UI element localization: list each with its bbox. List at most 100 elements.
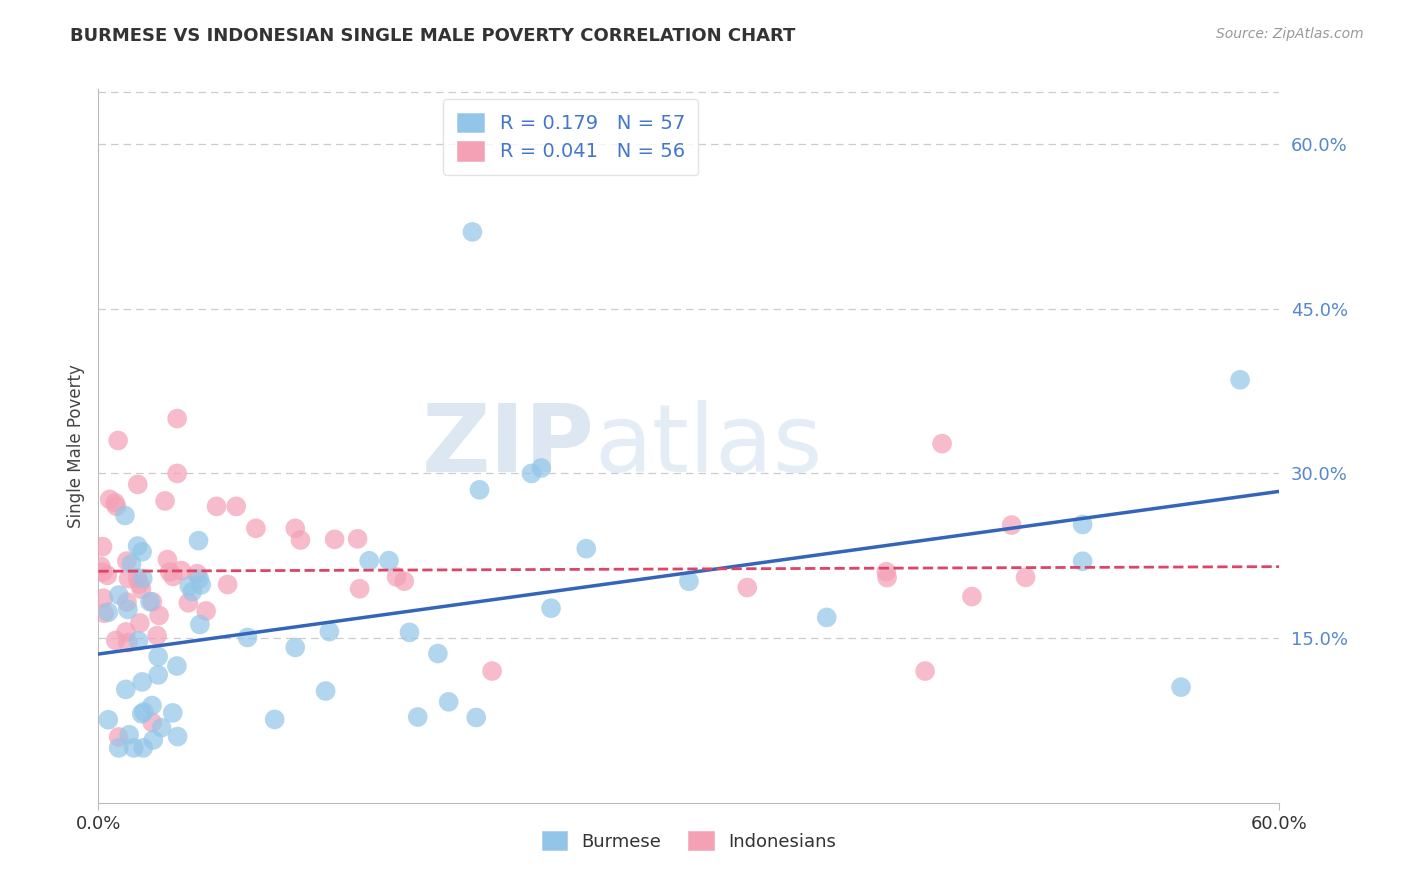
- Point: [104, 496, 127, 510]
- Point: [105, 500, 128, 514]
- Point: [426, 647, 449, 661]
- Point: [315, 684, 337, 698]
- Point: [96, 568, 118, 582]
- Point: [127, 477, 149, 491]
- Point: [284, 640, 307, 655]
- Point: [385, 570, 408, 584]
- Point: [349, 582, 371, 596]
- Point: [406, 710, 429, 724]
- Point: [346, 532, 368, 546]
- Text: ZIP: ZIP: [422, 400, 595, 492]
- Point: [114, 508, 136, 523]
- Point: [1014, 570, 1036, 584]
- Point: [131, 582, 153, 597]
- Y-axis label: Single Male Poverty: Single Male Poverty: [66, 364, 84, 528]
- Point: [181, 584, 204, 599]
- Point: [378, 554, 401, 568]
- Point: [162, 569, 184, 583]
- Point: [284, 521, 307, 535]
- Point: [141, 715, 163, 730]
- Point: [1001, 518, 1024, 533]
- Point: [104, 633, 127, 648]
- Point: [97, 605, 120, 619]
- Text: BURMESE VS INDONESIAN SINGLE MALE POVERTY CORRELATION CHART: BURMESE VS INDONESIAN SINGLE MALE POVERT…: [70, 27, 796, 45]
- Point: [127, 539, 149, 553]
- Point: [188, 617, 211, 632]
- Point: [876, 571, 898, 585]
- Point: [141, 698, 163, 713]
- Point: [225, 500, 247, 514]
- Point: [205, 500, 228, 514]
- Point: [141, 595, 163, 609]
- Text: atlas: atlas: [595, 400, 823, 492]
- Point: [468, 483, 491, 497]
- Point: [530, 461, 553, 475]
- Text: Source: ZipAtlas.com: Source: ZipAtlas.com: [1216, 27, 1364, 41]
- Point: [914, 664, 936, 678]
- Point: [359, 554, 381, 568]
- Point: [187, 533, 209, 548]
- Point: [162, 706, 184, 720]
- Point: [107, 434, 129, 448]
- Point: [108, 588, 131, 602]
- Point: [156, 552, 179, 566]
- Point: [263, 713, 285, 727]
- Point: [461, 225, 484, 239]
- Point: [931, 436, 953, 450]
- Point: [115, 595, 138, 609]
- Point: [678, 574, 700, 589]
- Point: [1229, 373, 1251, 387]
- Point: [131, 674, 153, 689]
- Point: [91, 565, 114, 579]
- Point: [90, 559, 112, 574]
- Point: [121, 557, 143, 571]
- Point: [195, 604, 218, 618]
- Point: [132, 571, 155, 585]
- Point: [465, 710, 488, 724]
- Point: [540, 601, 562, 615]
- Point: [146, 629, 169, 643]
- Point: [91, 591, 114, 606]
- Point: [159, 565, 181, 579]
- Point: [166, 659, 188, 673]
- Point: [107, 740, 129, 755]
- Point: [142, 733, 165, 747]
- Point: [190, 578, 212, 592]
- Point: [115, 554, 138, 568]
- Point: [146, 649, 169, 664]
- Point: [131, 706, 153, 721]
- Point: [132, 705, 155, 719]
- Point: [520, 467, 543, 481]
- Point: [394, 574, 416, 589]
- Point: [107, 730, 129, 744]
- Point: [170, 564, 193, 578]
- Point: [1071, 554, 1094, 568]
- Point: [117, 635, 139, 649]
- Point: [236, 631, 259, 645]
- Point: [148, 608, 170, 623]
- Point: [960, 590, 983, 604]
- Point: [318, 624, 340, 639]
- Point: [117, 602, 139, 616]
- Point: [217, 577, 239, 591]
- Point: [188, 572, 211, 586]
- Point: [1170, 680, 1192, 694]
- Point: [245, 521, 267, 535]
- Point: [735, 581, 758, 595]
- Point: [114, 682, 136, 697]
- Point: [118, 728, 141, 742]
- Point: [815, 610, 838, 624]
- Point: [117, 572, 139, 586]
- Point: [122, 740, 145, 755]
- Point: [146, 668, 169, 682]
- Point: [481, 664, 503, 678]
- Point: [150, 721, 173, 735]
- Point: [115, 624, 138, 639]
- Point: [1071, 517, 1094, 532]
- Point: [131, 545, 153, 559]
- Point: [128, 577, 150, 591]
- Point: [98, 492, 121, 507]
- Point: [93, 606, 115, 620]
- Point: [166, 467, 188, 481]
- Point: [186, 566, 208, 581]
